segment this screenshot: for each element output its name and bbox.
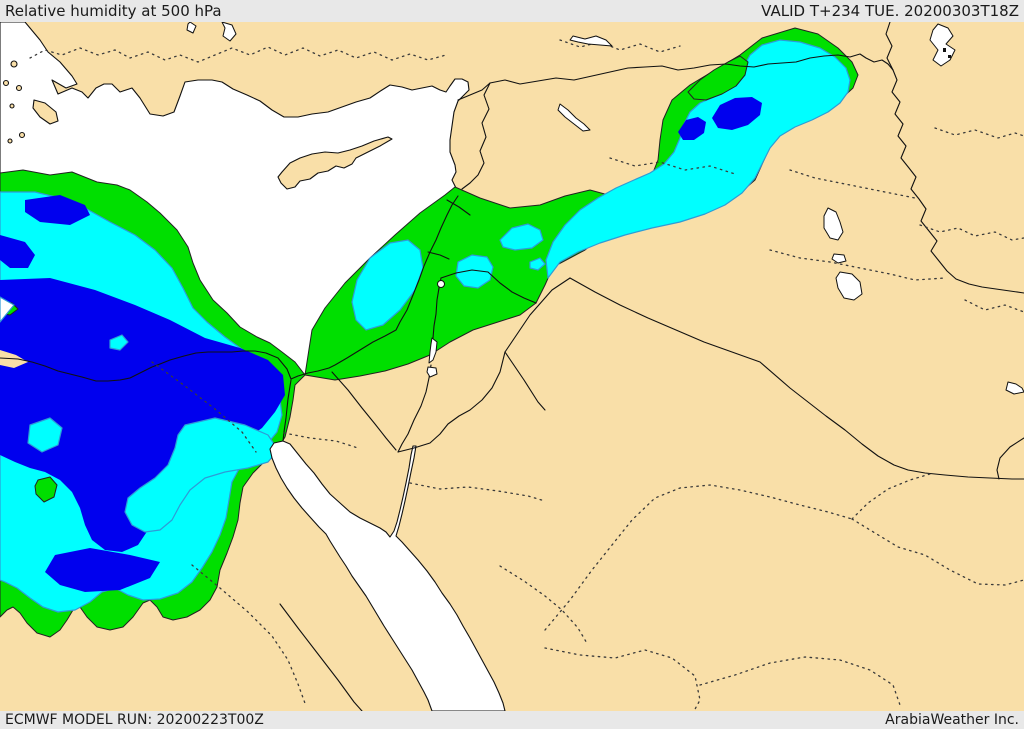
cyprus-island	[277, 136, 393, 190]
humidity-cyan-levant-c	[529, 257, 546, 271]
border-kuwait	[996, 437, 1024, 480]
humidity-blue-core-upper	[25, 195, 90, 225]
dead-sea-south	[426, 366, 438, 378]
suez-canal-line	[282, 379, 292, 442]
sea-gap-wedge	[0, 296, 15, 323]
dead-sea	[428, 337, 438, 364]
lake-ataturk	[569, 35, 613, 47]
border-hatay	[461, 82, 491, 190]
model-run-label: ECMWF MODEL RUN: 20200223T00Z	[5, 712, 264, 728]
humidity-cyan-levant-b	[455, 254, 494, 289]
border-iran	[891, 69, 1024, 294]
marsh-southeast	[1005, 381, 1024, 395]
humidity-cyan-speck	[109, 334, 129, 351]
lake-turkey-a	[186, 22, 197, 34]
brand-label: ArabiaWeather Inc.	[885, 712, 1019, 728]
humidity-cyan-northeast-band	[545, 39, 851, 279]
border-jordan-saudi	[397, 351, 506, 453]
border-turkey-north	[885, 22, 894, 71]
aegean-islands	[2, 60, 59, 144]
header-bar: Relative humidity at 500 hPa VALID T+234…	[0, 0, 1024, 22]
humidity-blue-core-main	[0, 278, 285, 552]
humidity-blue-northeast-a	[712, 97, 762, 130]
coastline-overlay	[0, 195, 459, 382]
weather-map-canvas	[0, 22, 1024, 711]
footer-bar: ECMWF MODEL RUN: 20200223T00Z ArabiaWeat…	[0, 711, 1024, 729]
border-turkey-syria	[457, 53, 894, 101]
lake-habbaniyah	[831, 253, 847, 264]
humidity-green-islet-a	[34, 476, 58, 503]
border-iraq-saudi	[569, 277, 1024, 480]
border-jordan-saudi-east	[504, 351, 546, 411]
dotted-boundaries	[29, 39, 1024, 711]
lake-tharthar	[823, 207, 844, 241]
border-syria-jordan	[440, 269, 537, 304]
border-egypt-israel	[331, 371, 397, 451]
humidity-cyan-levant-d	[499, 223, 544, 251]
lake-assad	[557, 103, 591, 132]
humidity-blue-left-edge	[0, 235, 35, 268]
humidity-blue-northeast-b	[678, 117, 706, 140]
border-israel-lebanon	[427, 251, 450, 260]
border-jordan-iraq	[504, 277, 571, 353]
humidity-blue-core-lower	[45, 548, 160, 592]
sea-of-galilee	[437, 280, 445, 288]
red-sea	[269, 440, 506, 711]
border-upper-egypt	[279, 603, 363, 711]
valid-time-label: VALID T+234 TUE. 20200303T18Z	[761, 2, 1019, 20]
lakes	[186, 22, 1024, 395]
urmia-island-a	[943, 48, 946, 52]
border-wadi-araba	[397, 364, 432, 453]
country-borders	[279, 22, 1024, 711]
map-title: Relative humidity at 500 hPa	[5, 2, 222, 20]
urmia-island-b	[948, 55, 951, 58]
lake-turkey-b	[221, 22, 237, 42]
humidity-cyan-hole-small	[27, 417, 63, 453]
lake-razzaza	[835, 271, 863, 301]
border-lebanon-syria	[446, 199, 471, 216]
humidity-green-hook-tongue	[687, 55, 749, 101]
